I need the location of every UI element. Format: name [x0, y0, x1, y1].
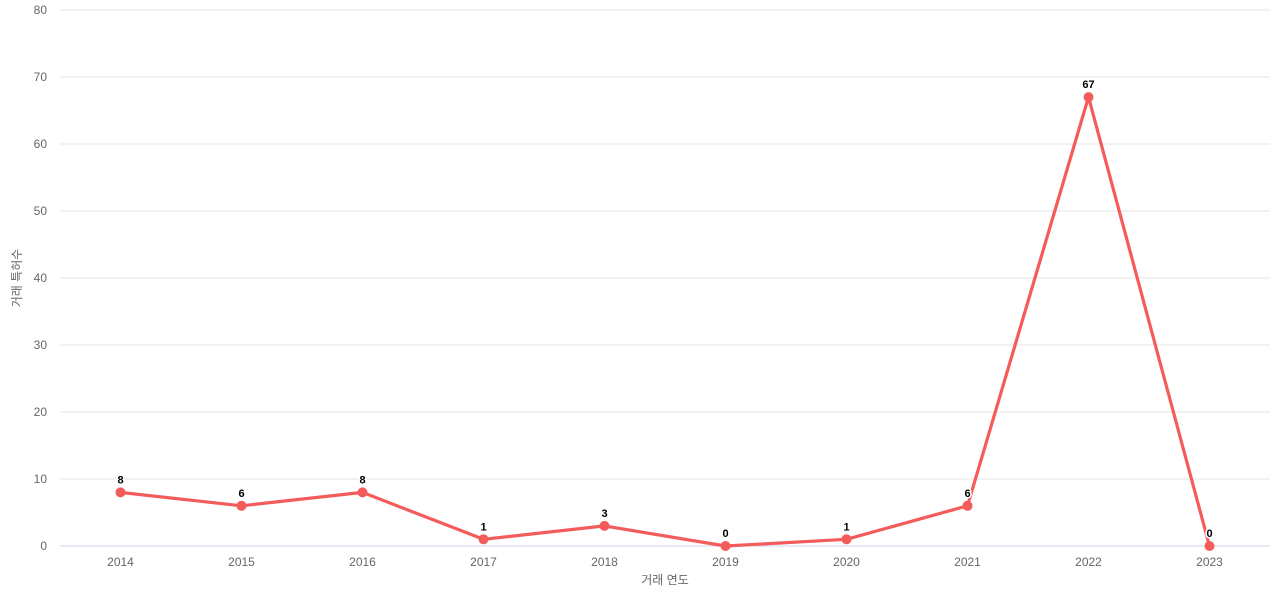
y-axis-tick-label: 20 [34, 405, 48, 419]
data-point-marker[interactable] [1204, 541, 1215, 551]
data-point-label: 1 [480, 521, 486, 533]
data-point-label: 0 [722, 528, 728, 540]
data-point-marker[interactable] [478, 534, 489, 545]
y-axis-tick-label: 0 [40, 539, 47, 553]
x-axis-tick-label: 2017 [470, 555, 497, 569]
series-line [118, 95, 1212, 548]
x-axis-tick-label: 2018 [591, 555, 618, 569]
data-point-label: 1 [843, 521, 849, 533]
data-point-label: 6 [238, 488, 244, 500]
x-axis-tick-label: 2021 [954, 555, 981, 569]
y-axis-labels: 0 10 20 30 40 50 60 70 80 [34, 3, 48, 553]
x-axis-tick-label: 2016 [349, 555, 376, 569]
x-axis-tick-label: 2023 [1196, 555, 1223, 569]
x-axis-title: 거래 연도 [641, 573, 689, 587]
data-point-marker[interactable] [236, 500, 247, 511]
data-point-marker[interactable] [115, 487, 126, 498]
x-axis-tick-label: 2022 [1075, 555, 1102, 569]
series-markers [115, 92, 1215, 551]
x-axis-labels: 2014 2015 2016 2017 2018 2019 2020 2021 2022 2023 [107, 555, 1223, 569]
x-axis-tick-label: 2014 [107, 555, 134, 569]
y-axis-tick-label: 50 [34, 204, 48, 218]
y-axis-title: 거래 특허수 [10, 249, 24, 308]
series-data-labels: 8 6 8 1 3 0 1 6 67 0 [116, 78, 1214, 542]
data-point-label: 8 [117, 474, 123, 486]
y-axis-tick-label: 80 [34, 3, 48, 17]
data-point-marker[interactable] [1083, 92, 1094, 103]
y-axis-tick-label: 60 [34, 137, 48, 151]
y-axis-tick-label: 30 [34, 338, 48, 352]
data-point-label: 6 [964, 488, 970, 500]
data-point-marker[interactable] [841, 534, 852, 545]
y-axis-tick-label: 10 [34, 472, 48, 486]
data-point-marker[interactable] [357, 487, 368, 498]
y-axis-tick-label: 40 [34, 271, 48, 285]
y-axis-tick-label: 70 [34, 70, 48, 84]
x-axis-tick-label: 2015 [228, 555, 255, 569]
data-point-label: 3 [601, 508, 607, 520]
data-point-marker[interactable] [599, 520, 610, 531]
data-point-marker[interactable] [720, 541, 731, 551]
x-axis-tick-label: 2020 [833, 555, 860, 569]
data-point-marker[interactable] [962, 500, 973, 511]
x-axis-tick-label: 2019 [712, 555, 739, 569]
data-point-label: 0 [1206, 528, 1212, 540]
data-point-label: 67 [1082, 79, 1094, 91]
data-point-label: 8 [359, 474, 365, 486]
grid-lines [60, 9, 1270, 480]
